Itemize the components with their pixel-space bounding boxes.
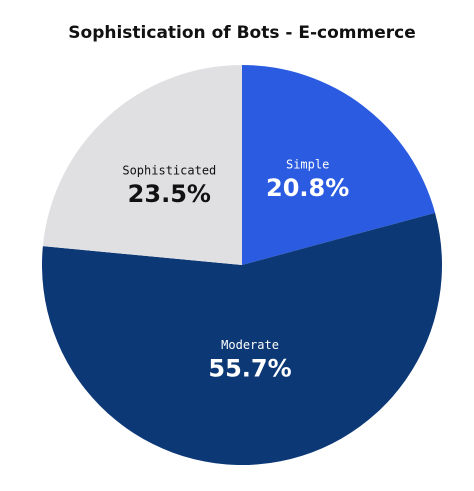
pie-slice (42, 65, 243, 265)
slice-value-label: 23.5% (128, 180, 211, 208)
slice-value-label: 20.8% (266, 174, 349, 202)
slice-name: Sophisticated (122, 164, 216, 178)
pie-slice (42, 212, 442, 465)
pie-slice (242, 65, 436, 265)
chart-title: Sophistication of Bots - E-commerce (68, 23, 415, 43)
slice-name: Simple (286, 158, 329, 172)
slice-name: Moderate (221, 338, 279, 352)
slice-value-label: 55.7% (208, 355, 291, 383)
